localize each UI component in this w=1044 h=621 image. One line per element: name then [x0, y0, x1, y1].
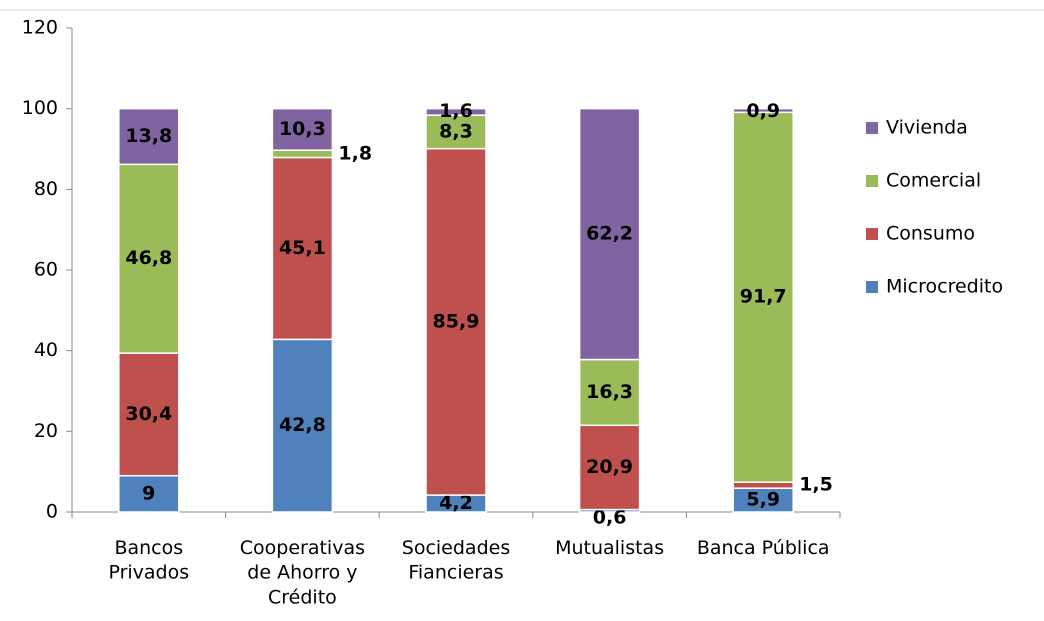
bar-segment — [425, 114, 487, 150]
y-tick-label: 100 — [22, 97, 58, 119]
value-label: 1,5 — [799, 474, 833, 496]
value-label: 46,8 — [125, 247, 172, 269]
value-label: 30,4 — [125, 403, 172, 425]
bar-segment — [732, 107, 794, 114]
bar-segment — [578, 358, 641, 427]
bar-segment — [578, 424, 641, 511]
bar-segment — [118, 107, 180, 166]
bar-segment — [425, 107, 487, 116]
bar-segment — [425, 147, 487, 496]
legend-swatch — [866, 175, 878, 187]
bar-segment — [271, 338, 334, 513]
value-label: 42,8 — [279, 414, 326, 436]
value-label: 1,6 — [439, 100, 473, 122]
value-label: 91,7 — [740, 286, 787, 308]
value-label: 20,9 — [586, 456, 633, 478]
legend-swatch — [866, 122, 878, 134]
value-label: 0,9 — [746, 100, 780, 122]
x-tick-label: Cooperativas de Ahorro y Crédito — [240, 537, 365, 608]
x-tick-label: Sociedades Fiancieras — [402, 537, 510, 584]
legend-label: Microcredito — [886, 276, 1003, 298]
y-tick-label: 40 — [34, 339, 58, 361]
bar-segment — [271, 107, 334, 151]
bar-segment — [732, 111, 794, 483]
y-tick-label: 0 — [46, 501, 58, 523]
bar-segment — [118, 474, 180, 513]
legend-label: Consumo — [886, 223, 975, 245]
legend-swatch — [866, 228, 878, 240]
value-label: 85,9 — [433, 310, 480, 332]
bar-segment — [118, 352, 180, 477]
bar-segment — [578, 107, 641, 361]
value-label: 13,8 — [125, 125, 172, 147]
bar-segment — [732, 481, 794, 489]
value-label: 1,8 — [338, 142, 372, 164]
value-label: 4,2 — [439, 492, 473, 514]
y-tick-label: 20 — [34, 420, 58, 442]
value-label: 9 — [142, 482, 155, 504]
y-tick-label: 120 — [22, 17, 58, 39]
value-label: 0,6 — [593, 507, 627, 529]
bar-segment — [118, 163, 180, 354]
bar-segment — [271, 156, 334, 341]
value-label: 5,9 — [746, 489, 780, 511]
value-label: 8,3 — [439, 120, 473, 142]
x-tick-label: Mutualistas — [555, 537, 664, 559]
value-label: 62,2 — [586, 223, 633, 245]
legend-swatch — [866, 281, 878, 293]
legend-label: Comercial — [886, 170, 981, 192]
value-label: 45,1 — [279, 237, 326, 259]
x-tick-label: Bancos Privados — [108, 537, 189, 584]
value-label: 16,3 — [586, 381, 633, 403]
y-tick-label: 80 — [34, 178, 58, 200]
bar-segment — [271, 149, 334, 159]
legend-label: Vivienda — [886, 117, 968, 139]
x-tick-label: Banca Pública — [697, 537, 830, 559]
y-tick-label: 60 — [34, 259, 58, 281]
value-label: 10,3 — [279, 118, 326, 140]
